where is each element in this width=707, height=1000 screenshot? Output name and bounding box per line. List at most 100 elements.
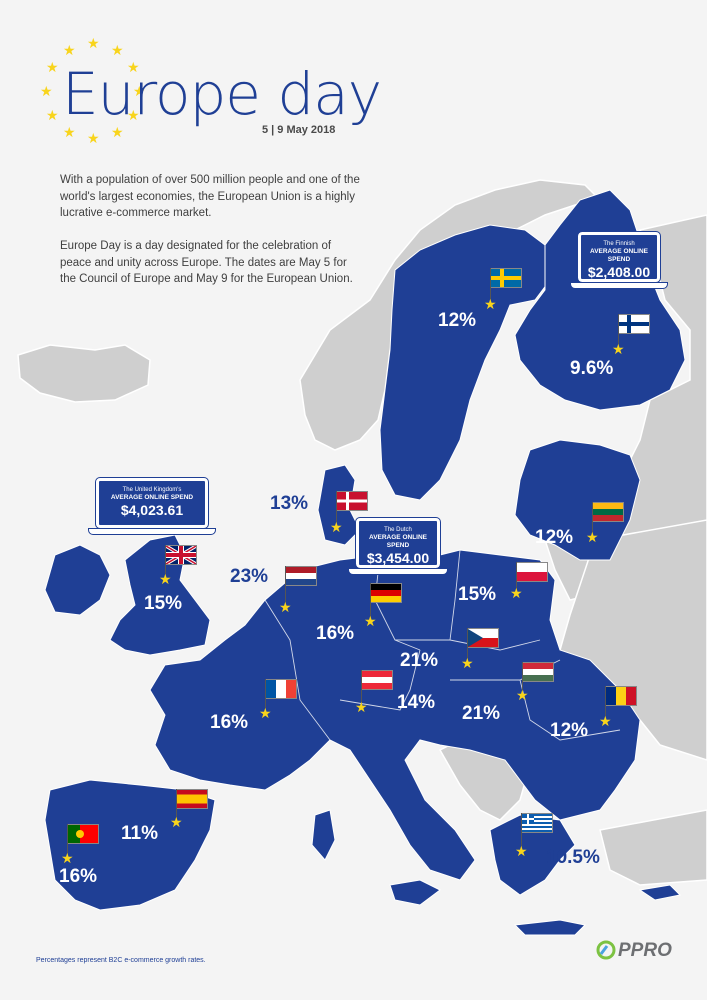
- eu-star-icon: ★: [111, 42, 124, 58]
- eu-star-icon: ★: [46, 59, 59, 75]
- laptop-base: [348, 568, 448, 575]
- laptop-base: [570, 282, 668, 289]
- location-star-icon: ★: [364, 613, 377, 629]
- flag-pole: [336, 491, 337, 523]
- flag-pole: [467, 628, 468, 660]
- denmark-rate: 13%: [270, 493, 309, 514]
- finland-spend-callout: The Finnish AVERAGE ONLINE SPEND $2,408.…: [570, 231, 668, 289]
- eu-star-icon: ★: [133, 83, 146, 99]
- germany-flag-icon: [370, 583, 402, 603]
- location-star-icon: ★: [461, 655, 474, 671]
- finland-flag-icon: [618, 314, 650, 334]
- eu-star-icon: ★: [63, 42, 76, 58]
- location-star-icon: ★: [330, 519, 343, 535]
- callout-caption: The Finnish: [603, 241, 635, 247]
- footnote: Percentages represent B2C e-commerce gro…: [36, 957, 206, 964]
- flag-pole: [516, 562, 517, 592]
- ppro-logo: PPRO: [618, 940, 672, 961]
- callout-label: AVERAGE ONLINE SPEND: [368, 534, 428, 549]
- eu-star-icon: ★: [127, 59, 140, 75]
- poland-rate: 15%: [458, 584, 497, 605]
- denmark-flag-icon: [336, 491, 368, 511]
- flag-pole: [165, 545, 166, 577]
- uk-rate: 15%: [144, 593, 183, 614]
- flag-pole: [490, 268, 491, 302]
- finland-rate: 9.6%: [570, 358, 614, 379]
- eu-star-icon: ★: [40, 83, 53, 99]
- flag-pole: [361, 670, 362, 704]
- eu-star-icon: ★: [87, 130, 100, 146]
- czech-flag-icon: [467, 628, 499, 648]
- flag-pole: [618, 314, 619, 348]
- location-star-icon: ★: [516, 687, 529, 703]
- hungary-rate: 21%: [462, 703, 501, 724]
- laptop-base: [88, 528, 216, 535]
- location-star-icon: ★: [61, 850, 74, 866]
- flag-pole: [176, 789, 177, 821]
- intro-paragraph-1: With a population of over 500 million pe…: [60, 174, 360, 219]
- spain-flag-icon: [176, 789, 208, 809]
- callout-caption: The Dutch: [384, 527, 412, 533]
- netherlands-flag-icon: [285, 566, 317, 586]
- callout-amount: $2,408.00: [587, 264, 651, 280]
- spain-rate: 11%: [121, 823, 158, 844]
- location-star-icon: ★: [612, 341, 625, 357]
- eu-star-icon: ★: [111, 124, 124, 140]
- portugal-rate: 16%: [59, 866, 98, 887]
- callout-caption: The United Kingdom's: [122, 487, 182, 493]
- flag-pole: [67, 824, 68, 858]
- eu-star-icon: ★: [46, 107, 59, 123]
- location-star-icon: ★: [510, 585, 523, 601]
- flag-pole: [265, 679, 266, 711]
- location-star-icon: ★: [259, 705, 272, 721]
- romania-flag-icon: [605, 686, 637, 706]
- event-date: 5 | 9 May 2018: [262, 124, 336, 136]
- flag-pole: [370, 583, 371, 619]
- flag-pole: [521, 813, 522, 849]
- hungary-flag-icon: [522, 662, 554, 682]
- page-title: Europe day: [62, 60, 382, 128]
- location-star-icon: ★: [599, 713, 612, 729]
- poland-flag-icon: [516, 562, 548, 582]
- eu-star-icon: ★: [87, 35, 100, 51]
- eu-stars-logo: ★ ★ ★ ★ ★ ★ ★ ★ ★ ★ ★ ★: [40, 36, 150, 146]
- austria-rate: 14%: [397, 692, 436, 713]
- greece-flag-icon: [521, 813, 553, 833]
- lithuania-rate: 12%: [535, 527, 574, 548]
- location-star-icon: ★: [515, 843, 528, 859]
- france-flag-icon: [265, 679, 297, 699]
- callout-label: AVERAGE ONLINE SPEND: [589, 248, 649, 263]
- location-star-icon: ★: [170, 814, 183, 830]
- sweden-flag-icon: [490, 268, 522, 288]
- eu-land: [44, 189, 686, 936]
- flag-pole: [522, 662, 523, 692]
- germany-spend-callout: The Dutch AVERAGE ONLINE SPEND $3,454.00: [348, 517, 448, 575]
- uk-flag-icon: [165, 545, 197, 565]
- location-star-icon: ★: [159, 571, 172, 587]
- flag-pole: [592, 502, 593, 536]
- uk-spend-callout: The United Kingdom's AVERAGE ONLINE SPEN…: [88, 477, 216, 535]
- location-star-icon: ★: [279, 599, 292, 615]
- location-star-icon: ★: [484, 296, 497, 312]
- location-star-icon: ★: [586, 529, 599, 545]
- flag-pole: [285, 566, 286, 604]
- germany-rate: 16%: [316, 623, 355, 644]
- sweden-rate: 12%: [438, 310, 477, 331]
- netherlands-rate: 23%: [230, 566, 269, 587]
- callout-label: AVERAGE ONLINE SPEND: [110, 494, 194, 501]
- callout-amount: $3,454.00: [366, 550, 430, 566]
- romania-rate: 12%: [550, 720, 589, 741]
- greece-rate: 10.5%: [546, 847, 600, 868]
- lithuania-flag-icon: [592, 502, 624, 522]
- flag-pole: [605, 686, 606, 720]
- austria-flag-icon: [361, 670, 393, 690]
- intro-paragraph-2: Europe Day is a day designated for the c…: [60, 240, 353, 285]
- portugal-flag-icon: [67, 824, 99, 844]
- callout-amount: $4,023.61: [120, 502, 184, 518]
- eu-star-icon: ★: [127, 107, 140, 123]
- eu-star-icon: ★: [63, 124, 76, 140]
- ppro-logo-icon: [596, 940, 616, 960]
- location-star-icon: ★: [355, 699, 368, 715]
- czech-rate: 21%: [400, 650, 439, 671]
